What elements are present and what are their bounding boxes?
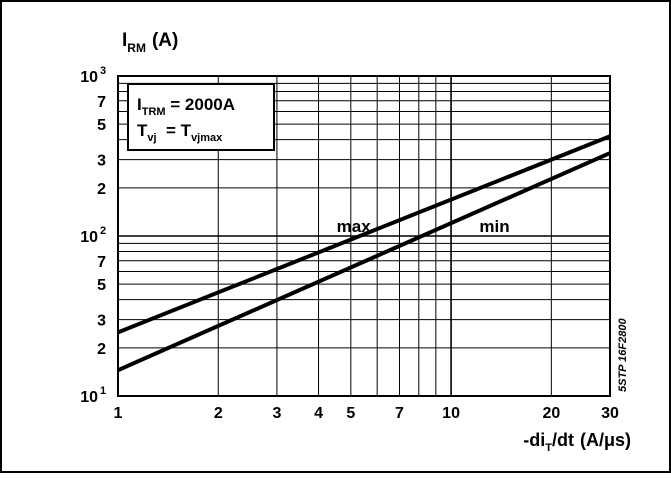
plot-frame — [117, 75, 611, 397]
x-tick-label: 5 — [346, 405, 355, 422]
legend-line-2-text: = T — [157, 121, 192, 140]
legend-line-2: Tvj = Tvjmax — [137, 121, 223, 144]
x-tick-label: 7 — [395, 405, 404, 422]
y-axis-label-unit: (A) — [152, 30, 178, 51]
series-line-max — [117, 134, 611, 335]
legend-line-2-sub: vj — [147, 132, 156, 144]
legend-line-1-main: I — [137, 95, 142, 114]
legend-line-2-main: T — [137, 121, 148, 140]
x-tick-label: 2 — [214, 405, 223, 422]
x-tick-label: 10 — [442, 405, 460, 422]
x-tick-label: 30 — [601, 405, 619, 422]
y-axis-label-sub: RM — [127, 41, 146, 55]
series-line-min — [117, 151, 611, 373]
x-axis-label-unit: (A/μs) — [580, 430, 631, 450]
y-tick-exponent: 1 — [100, 385, 106, 397]
series-label-min: min — [479, 217, 509, 236]
legend-line-1-text: = 2000A — [166, 95, 235, 114]
y-tick-exponent: 2 — [100, 225, 106, 237]
y-axis-label: IRM (A) — [122, 30, 178, 55]
document-code: 5STP 16F2800 — [617, 318, 629, 392]
x-tick-labels: 1 2 3 4 5 7 10 20 30 — [114, 405, 619, 422]
x-tick-label: 4 — [314, 405, 323, 422]
y-tick-label: 7 — [97, 94, 106, 111]
legend-line-1: ITRM = 2000A — [137, 95, 235, 118]
y-tick-label: 2 — [97, 181, 106, 198]
y-tick-label: 2 — [97, 341, 106, 358]
y-tick-label: 10 — [80, 229, 98, 246]
x-axis-label-suffix: /dt — [552, 430, 574, 450]
legend-line-1-sub: TRM — [142, 106, 166, 118]
y-tick-label: 3 — [97, 153, 106, 170]
legend-box — [127, 83, 275, 151]
y-tick-label: 10 — [80, 69, 98, 86]
y-axis-label-main: I — [122, 30, 127, 51]
y-tick-label: 5 — [97, 117, 106, 134]
series-label-max: max — [337, 217, 372, 236]
y-tick-label: 7 — [97, 254, 106, 271]
x-axis-label: -diT/dt (A/μs) — [523, 430, 631, 454]
y-tick-label: 10 — [80, 389, 98, 406]
x-axis-label-sub: T — [545, 442, 552, 454]
y-tick-exponent: 3 — [100, 65, 106, 77]
legend-line-2-sub2: vjmax — [191, 132, 223, 144]
x-tick-label: 1 — [114, 405, 123, 422]
y-tick-label: 5 — [97, 277, 106, 294]
legend: ITRM = 2000A Tvj = Tvjmax — [127, 83, 275, 151]
series-layer: max min — [117, 134, 611, 373]
x-axis-label-prefix: -di — [523, 430, 545, 450]
y-tick-label: 3 — [97, 313, 106, 330]
x-tick-label: 20 — [542, 405, 560, 422]
x-tick-label: 3 — [272, 405, 281, 422]
